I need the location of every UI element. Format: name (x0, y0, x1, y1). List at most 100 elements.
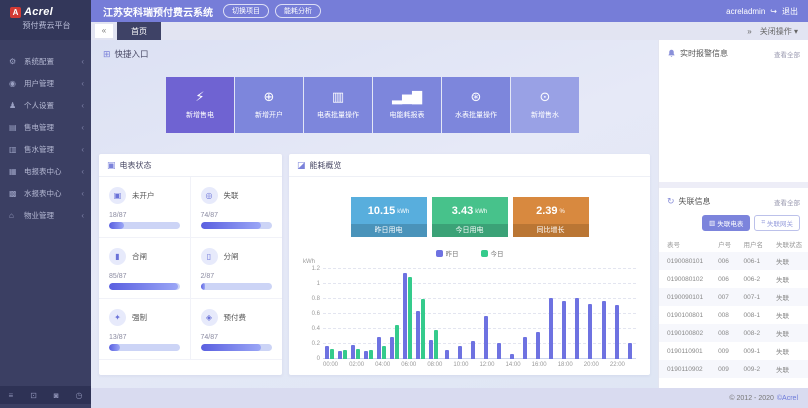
bar-昨日-06:00[interactable] (403, 272, 408, 359)
quick-button-3[interactable]: ▂▅▇ 电能耗报表 (373, 77, 441, 133)
offline-table-row[interactable]: 0190100801 008 008-1 失联 (659, 306, 808, 324)
sidebar-item-4[interactable]: ▥ 售水管理 ‹ (0, 138, 91, 160)
logout-button[interactable]: 退出 (782, 6, 798, 16)
prepaid-icon: ◈ (200, 309, 218, 326)
offline-table-row[interactable]: 0190080102 006 006-2 失联 (659, 270, 808, 288)
y-tick-label: 0.6 (311, 311, 320, 317)
bar-今日-04:00[interactable] (382, 345, 387, 359)
bar-昨日-02:00[interactable] (351, 344, 356, 359)
bar-昨日-19:00[interactable] (575, 297, 580, 359)
close-ops-dropdown[interactable]: 关闭操作 ▾ (759, 26, 798, 36)
energy-analysis-button[interactable]: 能耗分析 (275, 4, 321, 18)
bar-昨日-08:00[interactable] (429, 340, 434, 359)
power-icon[interactable]: ◷ (75, 390, 83, 400)
offline-tab-label: 失联电表 (717, 221, 744, 228)
y-tick-label: 1.2 (311, 266, 320, 272)
bar-昨日-16:00[interactable] (536, 332, 541, 359)
quick-button-0[interactable]: ⚡ 新增售电 (166, 77, 234, 133)
username[interactable]: acreladmin (726, 6, 766, 16)
sidebar-item-1[interactable]: ◉ 用户管理 ‹ (0, 72, 91, 94)
bar-昨日-22:00[interactable] (614, 305, 619, 359)
bar-昨日-14:00[interactable] (510, 353, 515, 359)
sell-water-icon: ▥ (9, 144, 17, 154)
offline-view-all-link[interactable]: 查看全部 (774, 199, 800, 207)
menu-icon[interactable]: ≡ (8, 390, 14, 400)
x-tick-label: 22:00 (609, 362, 625, 368)
quick-button-label: 新增开户 (255, 112, 283, 119)
bar-今日-05:00[interactable] (395, 325, 400, 359)
x-tick-label: 02:00 (349, 362, 365, 368)
quick-button-1[interactable]: ⊕ 新增开户 (235, 77, 303, 133)
chart-legend: 昨日 今日 (303, 247, 636, 259)
users-icon: ◉ (9, 78, 16, 88)
bar-昨日-20:00[interactable] (588, 304, 593, 359)
kpi-unit: kWh (397, 209, 410, 215)
bar-group-18:00 (558, 269, 571, 359)
offline-tab-0[interactable]: ▥ 失联电表 (702, 215, 751, 231)
bar-昨日-01:00[interactable] (338, 350, 343, 359)
quick-button-2[interactable]: ▥ 电表批量操作 (304, 77, 372, 133)
gridline (323, 268, 636, 269)
energy-report-icon: ▂▅▇ (392, 89, 422, 104)
lock-icon[interactable]: ◙ (53, 390, 59, 400)
offline-header: ↻ 失联信息 查看全部 (659, 188, 808, 213)
bar-group-06:00 (401, 269, 414, 359)
x-tick-label (416, 362, 427, 368)
bar-昨日-00:00[interactable] (325, 345, 330, 359)
bar-今日-00:00[interactable] (330, 349, 335, 359)
y-tick-label: 0 (316, 356, 320, 362)
bar-昨日-05:00[interactable] (390, 336, 395, 359)
bar-昨日-10:00[interactable] (457, 346, 462, 359)
bar-今日-06:00[interactable] (408, 276, 413, 359)
bar-昨日-04:00[interactable] (377, 336, 382, 359)
bar-昨日-03:00[interactable] (364, 350, 369, 359)
sidebar-item-0[interactable]: ⚙ 系统配置 ‹ (0, 50, 91, 72)
power-report-icon: ▦ (9, 166, 17, 176)
alarm-view-all-link[interactable]: 查看全部 (774, 51, 800, 59)
sidebar-item-5[interactable]: ▦ 电报表中心 ‹ (0, 160, 91, 182)
sidebar-item-2[interactable]: ♟ 个人设置 ‹ (0, 94, 91, 116)
bar-今日-08:00[interactable] (434, 329, 439, 359)
quick-button-4[interactable]: ⊛ 水表批量操作 (442, 77, 510, 133)
bar-group-22:00 (610, 269, 623, 359)
tab-home[interactable]: 首页 (117, 22, 161, 40)
bar-昨日-17:00[interactable] (549, 298, 554, 359)
offline-tab-1[interactable]: ⌗ 失联网关 (754, 215, 800, 231)
quick-button-5[interactable]: ⊙ 新增售水 (511, 77, 579, 133)
chevron-left-icon: ‹ (81, 78, 84, 88)
sidebar-item-6[interactable]: ▩ 水报表中心 ‹ (0, 182, 91, 204)
bar-今日-02:00[interactable] (356, 348, 361, 359)
bar-昨日-11:00[interactable] (471, 341, 476, 359)
offline-table-cell: 0190080102 (667, 275, 704, 283)
chevron-left-icon: ‹ (81, 144, 84, 154)
status-progress (200, 283, 272, 290)
offline-table-row[interactable]: 0190110902 009 009-2 失联 (659, 360, 808, 378)
gridline (323, 328, 636, 329)
offline-table-row[interactable]: 0190080101 006 006-1 失联 (659, 252, 808, 270)
offline-table-row[interactable]: 0190100802 008 008-2 失联 (659, 324, 808, 342)
bar-昨日-13:00[interactable] (497, 342, 502, 359)
sidebar-item-3[interactable]: ▤ 售电管理 ‹ (0, 116, 91, 138)
bar-昨日-18:00[interactable] (562, 300, 567, 359)
bar-昨日-12:00[interactable] (484, 315, 489, 359)
bar-昨日-09:00[interactable] (444, 350, 449, 359)
bar-昨日-23:00[interactable] (627, 342, 632, 359)
bar-昨日-15:00[interactable] (523, 336, 528, 359)
gateway-tab-icon: ⌗ (761, 219, 765, 226)
switch-project-button[interactable]: 切换项目 (223, 4, 269, 18)
x-tick-label: 06:00 (401, 362, 417, 368)
bar-今日-03:00[interactable] (369, 350, 374, 359)
bar-昨日-21:00[interactable] (601, 300, 606, 359)
collapse-tabs-icon[interactable]: « (95, 24, 113, 38)
bar-昨日-07:00[interactable] (416, 311, 421, 359)
bar-今日-01:00[interactable] (343, 350, 348, 359)
display-icon[interactable]: ⊡ (30, 390, 37, 400)
copyright-brand-link[interactable]: ©Acrel (776, 394, 798, 402)
bar-今日-07:00[interactable] (421, 299, 426, 359)
expand-tabs-icon[interactable]: » (747, 26, 752, 36)
offline-table-row[interactable]: 0190090101 007 007-1 失联 (659, 288, 808, 306)
offline-table-row[interactable]: 0190110901 009 009-1 失联 (659, 342, 808, 360)
kpi-label: 昨日用电 (350, 224, 427, 237)
sidebar-item-7[interactable]: ⌂ 物业管理 ‹ (0, 204, 91, 226)
y-tick-label: 1 (316, 281, 320, 287)
